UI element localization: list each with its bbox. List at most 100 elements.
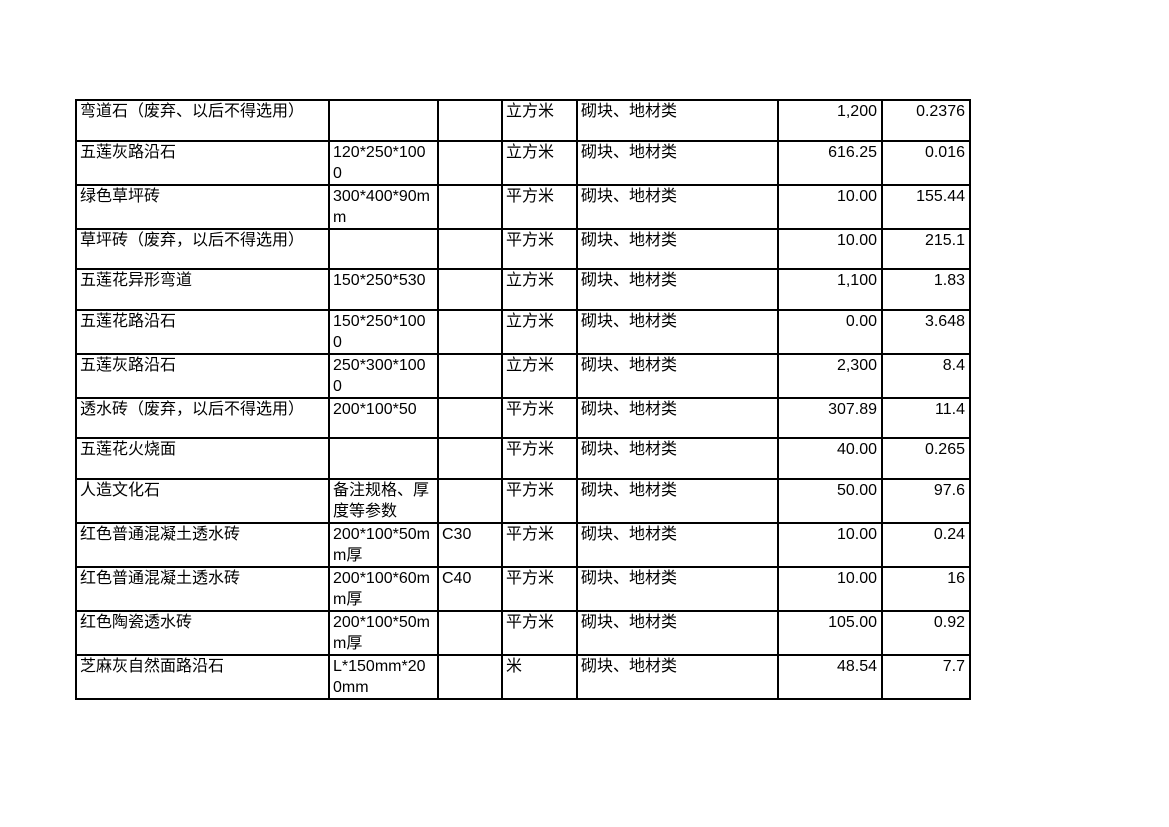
cell-category: 砌块、地材类 xyxy=(576,565,779,612)
cell-spec: 备注规格、厚度等参数 xyxy=(328,477,439,524)
cell-unit: 立方米 xyxy=(501,99,578,142)
cell-price: 616.25 xyxy=(777,139,883,186)
cell-unit: 立方米 xyxy=(501,308,578,355)
table-row: 五莲花路沿石 150*250*1000 立方米 砌块、地材类 0.00 3.648 xyxy=(75,308,971,355)
cell-price: 2,300 xyxy=(777,352,883,399)
cell-spec: 200*100*50mm厚 xyxy=(328,609,439,656)
cell-unit: 米 xyxy=(501,653,578,700)
cell-quantity: 215.1 xyxy=(881,227,971,271)
cell-category: 砌块、地材类 xyxy=(576,653,779,700)
table-row: 芝麻灰自然面路沿石 L*150mm*200mm 米砌块、地材类 48.54 7.7 xyxy=(75,653,971,700)
cell-name: 五莲花路沿石 xyxy=(75,308,330,355)
table-row: 红色陶瓷透水砖 200*100*50mm厚 平方米 砌块、地材类 105.00 0.92 xyxy=(75,609,971,656)
cell-unit: 立方米 xyxy=(501,268,578,311)
cell-category: 砌块、地材类 xyxy=(576,352,779,399)
cell-name: 五莲灰路沿石 xyxy=(75,352,330,399)
cell-name: 透水砖（废弃，以后不得选用） xyxy=(75,396,330,440)
table-row: 五莲花火烧面 平方米 砌块、地材类 40.00 0.265 xyxy=(75,437,971,480)
cell-name: 芝麻灰自然面路沿石 xyxy=(75,653,330,700)
cell-name: 红色陶瓷透水砖 xyxy=(75,609,330,656)
cell-quantity: 8.4 xyxy=(881,352,971,399)
cell-grade xyxy=(437,609,503,656)
cell-spec: 200*100*50mm厚 xyxy=(328,521,439,568)
cell-price: 10.00 xyxy=(777,227,883,271)
cell-spec: 150*250*530 xyxy=(328,268,439,311)
cell-price: 1,100 xyxy=(777,268,883,311)
cell-unit: 平方米 xyxy=(501,521,578,568)
cell-price: 10.00 xyxy=(777,183,883,230)
cell-spec xyxy=(328,99,439,142)
cell-quantity: 97.6 xyxy=(881,477,971,524)
cell-name: 五莲花异形弯道 xyxy=(75,268,330,311)
cell-spec: 200*100*50 xyxy=(328,396,439,440)
cell-quantity: 0.24 xyxy=(881,521,971,568)
cell-unit: 平方米 xyxy=(501,609,578,656)
cell-grade xyxy=(437,139,503,186)
cell-name: 红色普通混凝土透水砖 xyxy=(75,521,330,568)
cell-quantity: 0.016 xyxy=(881,139,971,186)
cell-quantity: 0.2376 xyxy=(881,99,971,142)
cell-category: 砌块、地材类 xyxy=(576,183,779,230)
cell-quantity: 155.44 xyxy=(881,183,971,230)
cell-category: 砌块、地材类 xyxy=(576,99,779,142)
table-row: 人造文化石 备注规格、厚度等参数 平方米 砌块、地材类 50.00 97.6 xyxy=(75,477,971,524)
cell-grade xyxy=(437,437,503,480)
cell-unit: 平方米 xyxy=(501,437,578,480)
table-row: 五莲灰路沿石 250*300*1000 立方米 砌块、地材类 2,300 8.4 xyxy=(75,352,971,399)
cell-grade: C30 xyxy=(437,521,503,568)
cell-spec: 200*100*60mm厚 xyxy=(328,565,439,612)
cell-grade xyxy=(437,183,503,230)
cell-category: 砌块、地材类 xyxy=(576,521,779,568)
cell-unit: 平方米 xyxy=(501,565,578,612)
cell-price: 307.89 xyxy=(777,396,883,440)
cell-spec: 120*250*1000 xyxy=(328,139,439,186)
cell-name: 弯道石（废弃、以后不得选用） xyxy=(75,99,330,142)
cell-spec xyxy=(328,227,439,271)
cell-category: 砌块、地材类 xyxy=(576,609,779,656)
cell-category: 砌块、地材类 xyxy=(576,227,779,271)
cell-price: 40.00 xyxy=(777,437,883,480)
table-row: 五莲灰路沿石 120*250*1000 立方米 砌块、地材类 616.25 0.016 xyxy=(75,139,971,186)
cell-unit: 立方米 xyxy=(501,139,578,186)
table-row: 红色普通混凝土透水砖 200*100*50mm厚 C30 平方米 砌块、地材类 10.00… xyxy=(75,521,971,568)
document-page: 弯道石（废弃、以后不得选用） 立方米 砌块、地材类 1,200 0.2376 五莲灰路沿石… xyxy=(75,99,971,700)
cell-category: 砌块、地材类 xyxy=(576,139,779,186)
cell-quantity: 11.4 xyxy=(881,396,971,440)
cell-spec: 250*300*1000 xyxy=(328,352,439,399)
cell-grade xyxy=(437,99,503,142)
cell-category: 砌块、地材类 xyxy=(576,268,779,311)
cell-name: 绿色草坪砖 xyxy=(75,183,330,230)
cell-quantity: 1.83 xyxy=(881,268,971,311)
table-row: 红色普通混凝土透水砖 200*100*60mm厚 C40 平方米 砌块、地材类 10.00… xyxy=(75,565,971,612)
cell-unit: 平方米 xyxy=(501,477,578,524)
cell-name: 人造文化石 xyxy=(75,477,330,524)
cell-unit: 平方米 xyxy=(501,183,578,230)
cell-category: 砌块、地材类 xyxy=(576,308,779,355)
cell-grade xyxy=(437,268,503,311)
cell-price: 48.54 xyxy=(777,653,883,700)
cell-grade xyxy=(437,396,503,440)
cell-grade xyxy=(437,477,503,524)
cell-category: 砌块、地材类 xyxy=(576,396,779,440)
cell-spec: L*150mm*200mm xyxy=(328,653,439,700)
cell-unit: 平方米 xyxy=(501,396,578,440)
cell-grade xyxy=(437,352,503,399)
cell-grade: C40 xyxy=(437,565,503,612)
cell-price: 105.00 xyxy=(777,609,883,656)
cell-price: 10.00 xyxy=(777,521,883,568)
cell-category: 砌块、地材类 xyxy=(576,437,779,480)
cell-spec xyxy=(328,437,439,480)
cell-name: 五莲花火烧面 xyxy=(75,437,330,480)
cell-price: 0.00 xyxy=(777,308,883,355)
cell-unit: 立方米 xyxy=(501,352,578,399)
cell-grade xyxy=(437,308,503,355)
cell-spec: 150*250*1000 xyxy=(328,308,439,355)
cell-name: 五莲灰路沿石 xyxy=(75,139,330,186)
materials-table: 弯道石（废弃、以后不得选用） 立方米 砌块、地材类 1,200 0.2376 五莲灰路沿石… xyxy=(75,99,971,700)
cell-price: 50.00 xyxy=(777,477,883,524)
table-row: 草坪砖（废弃，以后不得选用） 平方米 砌块、地材类 10.00 215.1 xyxy=(75,227,971,271)
table-row: 五莲花异形弯道 150*250*530 立方米 砌块、地材类 1,100 1.83 xyxy=(75,268,971,311)
cell-price: 1,200 xyxy=(777,99,883,142)
table-row: 绿色草坪砖 300*400*90mm 平方米 砌块、地材类 10.00 155.44 xyxy=(75,183,971,230)
materials-table-body: 弯道石（废弃、以后不得选用） 立方米 砌块、地材类 1,200 0.2376 五莲灰路沿石… xyxy=(75,99,971,700)
